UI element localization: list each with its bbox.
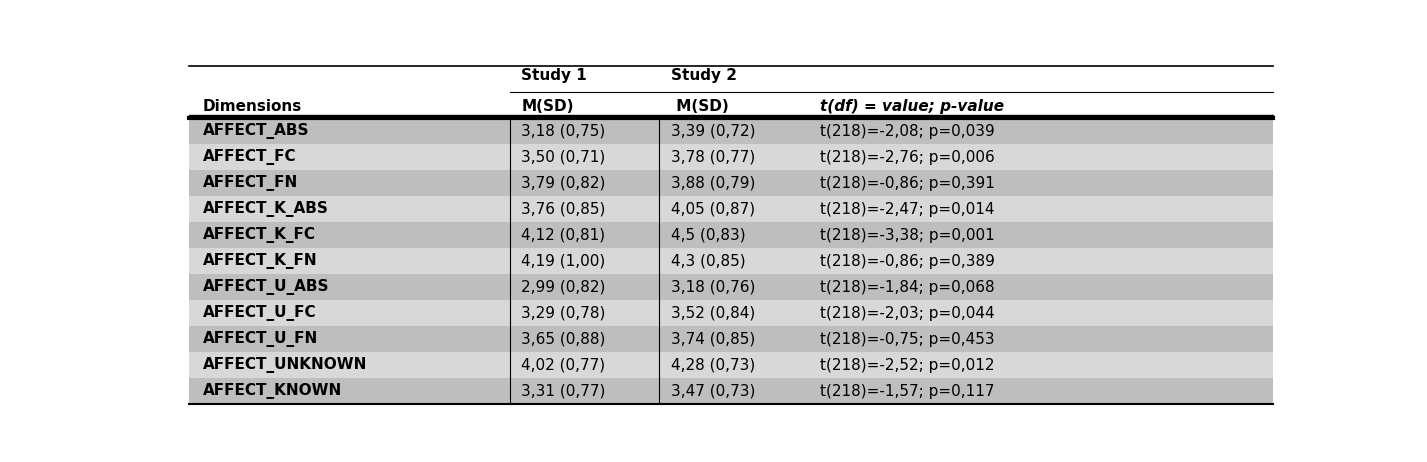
Text: t(218)=-2,03; p=0,044: t(218)=-2,03; p=0,044 — [819, 305, 995, 321]
Text: 3,88 (0,79): 3,88 (0,79) — [671, 176, 755, 191]
Text: 4,5 (0,83): 4,5 (0,83) — [671, 228, 745, 243]
Bar — [190, 196, 1273, 222]
Text: 3,65 (0,88): 3,65 (0,88) — [521, 332, 605, 346]
Text: 4,12 (0,81): 4,12 (0,81) — [521, 228, 605, 243]
Bar — [190, 170, 1273, 196]
Text: 3,74 (0,85): 3,74 (0,85) — [671, 332, 755, 346]
Text: t(218)=-2,52; p=0,012: t(218)=-2,52; p=0,012 — [819, 358, 995, 372]
Text: 3,29 (0,78): 3,29 (0,78) — [521, 305, 605, 321]
Text: AFFECT_K_ABS: AFFECT_K_ABS — [203, 201, 328, 217]
Text: 3,47 (0,73): 3,47 (0,73) — [671, 383, 755, 399]
Bar — [190, 352, 1273, 378]
Text: t(df) = value; p-value: t(df) = value; p-value — [819, 99, 1005, 114]
Bar — [190, 248, 1273, 274]
Text: 4,05 (0,87): 4,05 (0,87) — [671, 201, 755, 217]
Bar — [190, 300, 1273, 326]
Text: 3,76 (0,85): 3,76 (0,85) — [521, 201, 605, 217]
Text: t(218)=-1,84; p=0,068: t(218)=-1,84; p=0,068 — [819, 280, 995, 295]
Text: t(218)=-2,47; p=0,014: t(218)=-2,47; p=0,014 — [819, 201, 995, 217]
Text: Dimensions: Dimensions — [203, 99, 303, 114]
Text: 3,52 (0,84): 3,52 (0,84) — [671, 305, 755, 321]
Bar — [190, 378, 1273, 404]
Text: 4,3 (0,85): 4,3 (0,85) — [671, 254, 745, 268]
Text: AFFECT_K_FN: AFFECT_K_FN — [203, 253, 317, 269]
Text: t(218)=-2,76; p=0,006: t(218)=-2,76; p=0,006 — [819, 150, 995, 164]
Text: t(218)=-2,08; p=0,039: t(218)=-2,08; p=0,039 — [819, 124, 995, 139]
Text: AFFECT_FN: AFFECT_FN — [203, 175, 298, 191]
Text: AFFECT_U_ABS: AFFECT_U_ABS — [203, 279, 330, 295]
Text: Study 1: Study 1 — [521, 68, 586, 83]
Text: 3,79 (0,82): 3,79 (0,82) — [521, 176, 605, 191]
Bar — [190, 274, 1273, 300]
Text: AFFECT_U_FC: AFFECT_U_FC — [203, 305, 317, 321]
Bar — [190, 118, 1273, 144]
Text: AFFECT_KNOWN: AFFECT_KNOWN — [203, 383, 342, 399]
Text: AFFECT_K_FC: AFFECT_K_FC — [203, 227, 315, 243]
Text: t(218)=-0,75; p=0,453: t(218)=-0,75; p=0,453 — [819, 332, 995, 346]
Text: t(218)=-0,86; p=0,389: t(218)=-0,86; p=0,389 — [819, 254, 995, 268]
Text: AFFECT_FC: AFFECT_FC — [203, 149, 297, 165]
Text: M(SD): M(SD) — [671, 99, 728, 114]
Text: 3,18 (0,76): 3,18 (0,76) — [671, 280, 755, 295]
Text: 4,02 (0,77): 4,02 (0,77) — [521, 358, 605, 372]
Text: t(218)=-3,38; p=0,001: t(218)=-3,38; p=0,001 — [819, 228, 995, 243]
Text: 3,31 (0,77): 3,31 (0,77) — [521, 383, 605, 399]
Text: 3,18 (0,75): 3,18 (0,75) — [521, 124, 605, 139]
Text: M(SD): M(SD) — [521, 99, 574, 114]
Text: t(218)=-0,86; p=0,391: t(218)=-0,86; p=0,391 — [819, 176, 995, 191]
Bar — [190, 144, 1273, 170]
Text: t(218)=-1,57; p=0,117: t(218)=-1,57; p=0,117 — [819, 383, 995, 399]
Text: AFFECT_ABS: AFFECT_ABS — [203, 123, 310, 139]
Text: 4,28 (0,73): 4,28 (0,73) — [671, 358, 755, 372]
Text: 3,50 (0,71): 3,50 (0,71) — [521, 150, 605, 164]
Text: Study 2: Study 2 — [671, 68, 736, 83]
Text: 3,39 (0,72): 3,39 (0,72) — [671, 124, 755, 139]
Text: 4,19 (1,00): 4,19 (1,00) — [521, 254, 605, 268]
Text: AFFECT_U_FN: AFFECT_U_FN — [203, 331, 318, 347]
Bar — [190, 222, 1273, 248]
Bar — [190, 326, 1273, 352]
Text: 2,99 (0,82): 2,99 (0,82) — [521, 280, 605, 295]
Text: AFFECT_UNKNOWN: AFFECT_UNKNOWN — [203, 357, 367, 373]
Text: 3,78 (0,77): 3,78 (0,77) — [671, 150, 755, 164]
